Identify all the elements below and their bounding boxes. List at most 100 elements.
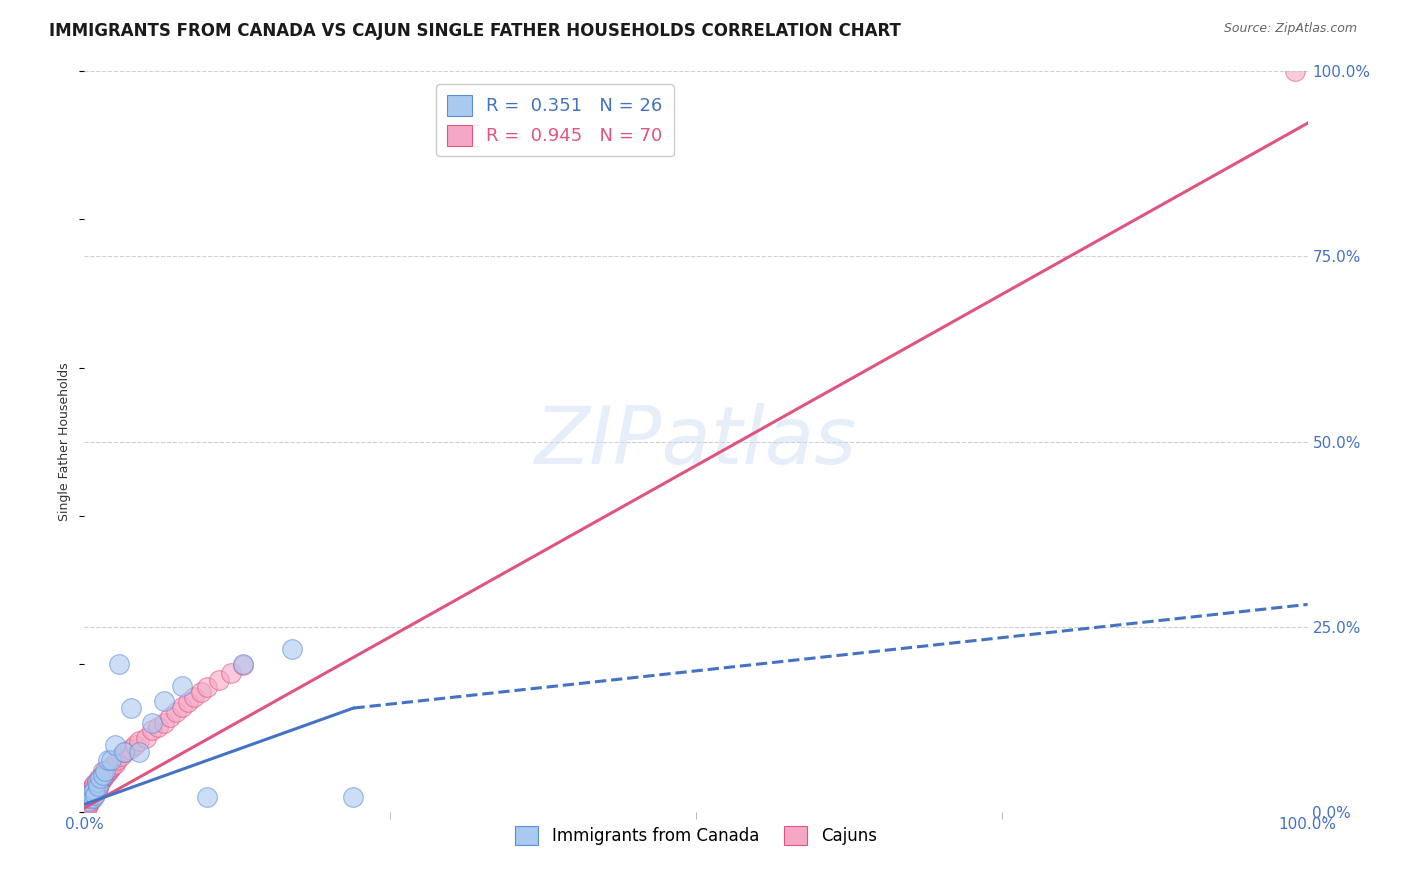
Point	[79, 789, 101, 803]
Point	[90, 773, 112, 788]
Point	[77, 796, 100, 810]
Point	[93, 769, 115, 783]
Point	[86, 784, 108, 798]
Point	[80, 784, 103, 798]
Point	[112, 746, 135, 760]
Point	[110, 749, 132, 764]
Point	[100, 760, 122, 774]
Point	[159, 710, 181, 724]
Point	[86, 775, 108, 789]
Point	[232, 658, 254, 673]
Point	[77, 797, 100, 812]
Point	[89, 775, 111, 789]
Point	[87, 772, 110, 786]
Point	[76, 798, 98, 813]
Point	[76, 801, 98, 815]
Point	[80, 780, 103, 795]
Point	[82, 789, 104, 804]
Point	[219, 665, 242, 680]
Point	[183, 690, 205, 704]
Point	[195, 789, 218, 804]
Point	[172, 699, 194, 714]
Point	[80, 791, 103, 805]
Point	[128, 746, 150, 760]
Point	[77, 794, 100, 808]
Point	[190, 685, 212, 699]
Point	[87, 779, 110, 793]
Text: Source: ZipAtlas.com: Source: ZipAtlas.com	[1223, 22, 1357, 36]
Point	[82, 779, 104, 793]
Point	[153, 715, 176, 730]
Point	[96, 766, 118, 780]
Point	[84, 779, 107, 793]
Text: ZIPatlas: ZIPatlas	[534, 402, 858, 481]
Point	[77, 784, 100, 798]
Point	[79, 794, 101, 808]
Point	[84, 786, 107, 800]
Point	[165, 705, 187, 719]
Point	[124, 738, 146, 752]
Point	[94, 767, 117, 781]
Point	[80, 786, 103, 800]
Point	[86, 776, 108, 790]
Legend: Immigrants from Canada, Cajuns: Immigrants from Canada, Cajuns	[509, 819, 883, 852]
Point	[1284, 64, 1306, 78]
Point	[153, 694, 176, 708]
Point	[83, 789, 105, 803]
Point	[118, 741, 141, 756]
Point	[100, 753, 122, 767]
Point	[91, 767, 114, 781]
Point	[91, 772, 114, 786]
Point	[97, 753, 120, 767]
Point	[79, 789, 101, 803]
Point	[94, 764, 117, 778]
Point	[84, 789, 107, 803]
Point	[76, 794, 98, 808]
Point	[97, 764, 120, 779]
Point	[114, 746, 136, 760]
Point	[104, 738, 127, 752]
Point	[79, 789, 101, 803]
Point	[97, 764, 120, 778]
Y-axis label: Single Father Households: Single Father Households	[58, 362, 72, 521]
Point	[87, 776, 110, 790]
Point	[77, 789, 100, 804]
Point	[98, 762, 121, 776]
Point	[342, 789, 364, 804]
Point	[82, 791, 104, 805]
Point	[107, 657, 129, 671]
Point	[104, 756, 127, 771]
Point	[177, 695, 200, 709]
Point	[281, 641, 304, 656]
Point	[120, 701, 142, 715]
Point	[82, 784, 104, 798]
Point	[79, 782, 101, 797]
Point	[89, 772, 111, 786]
Point	[105, 753, 128, 767]
Point	[141, 715, 163, 730]
Point	[80, 786, 103, 800]
Point	[195, 681, 218, 695]
Point	[77, 791, 100, 805]
Point	[141, 723, 163, 738]
Text: IMMIGRANTS FROM CANADA VS CAJUN SINGLE FATHER HOUSEHOLDS CORRELATION CHART: IMMIGRANTS FROM CANADA VS CAJUN SINGLE F…	[49, 22, 901, 40]
Point	[83, 782, 105, 797]
Point	[82, 780, 104, 795]
Point	[77, 791, 100, 805]
Point	[101, 759, 124, 773]
Point	[75, 797, 97, 812]
Point	[76, 789, 98, 804]
Point	[172, 679, 194, 693]
Point	[86, 775, 108, 789]
Point	[87, 780, 110, 795]
Point	[208, 673, 231, 687]
Point	[232, 657, 254, 671]
Point	[128, 734, 150, 748]
Point	[77, 796, 100, 810]
Point	[146, 720, 169, 734]
Point	[75, 801, 97, 815]
Point	[77, 786, 100, 800]
Point	[77, 791, 100, 805]
Point	[135, 731, 157, 745]
Point	[83, 780, 105, 795]
